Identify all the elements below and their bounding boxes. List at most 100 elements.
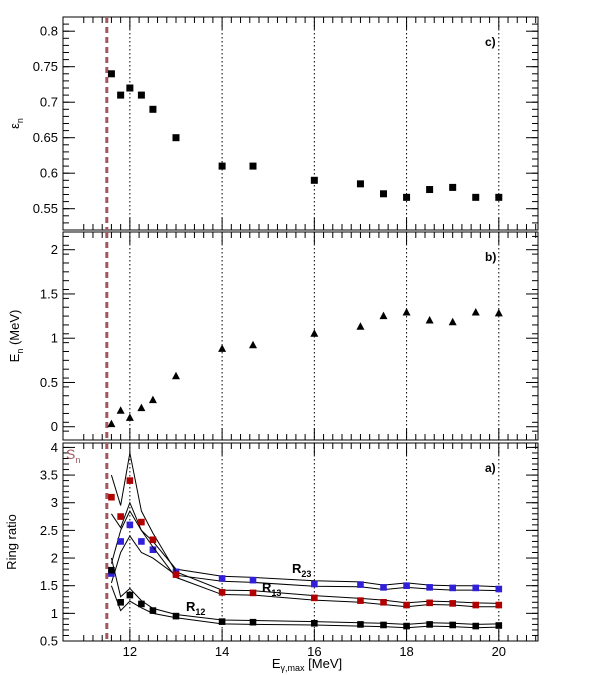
series-point xyxy=(117,513,124,520)
series-point xyxy=(138,538,145,545)
x-axis-label: Eγ,max [MeV] xyxy=(272,656,342,673)
series-point xyxy=(218,575,226,582)
y-tick-label: 4 xyxy=(51,440,58,455)
y-tick-label: 0.75 xyxy=(33,59,58,74)
x-tick-label: 12 xyxy=(123,644,137,659)
data-point-square xyxy=(356,180,364,188)
panel-frame-1 xyxy=(62,231,539,441)
series-label-main: R xyxy=(262,580,272,595)
data-point-triangle xyxy=(107,419,116,428)
y-axis-label: En (MeV) xyxy=(7,310,25,363)
x-axis-label-sub: γ,max xyxy=(281,663,306,673)
data-point-square xyxy=(472,193,480,201)
y-tick-label: 2 xyxy=(51,551,58,566)
series-lower-band xyxy=(111,501,499,608)
y-tick-label: 0.65 xyxy=(33,130,58,145)
data-point-square xyxy=(495,193,503,201)
series-point xyxy=(138,518,145,526)
x-axis-label-unit: [MeV] xyxy=(305,656,343,671)
series-point xyxy=(249,576,257,584)
series-point xyxy=(403,582,410,589)
series-point xyxy=(357,581,364,588)
series-point xyxy=(472,622,480,630)
y-tick-label: 3 xyxy=(51,495,58,510)
x-axis-label-main: E xyxy=(272,656,281,671)
y-tick-label: 2 xyxy=(51,242,58,257)
y-axis-label: εn xyxy=(7,118,25,129)
series-point xyxy=(403,622,410,630)
series-point xyxy=(449,600,456,607)
y-tick-label: 0.5 xyxy=(40,375,58,390)
series-point xyxy=(149,536,157,544)
data-point-square xyxy=(403,193,411,201)
sn-label-sub: n xyxy=(75,455,80,465)
series-point xyxy=(149,546,157,554)
data-point-square xyxy=(310,176,318,184)
y-axis-label-main: Ring ratio xyxy=(4,514,19,570)
series-point xyxy=(449,621,456,629)
sn-label-main: S xyxy=(66,446,75,462)
series-point xyxy=(108,570,115,577)
series-label: R23 xyxy=(292,561,311,579)
series-point xyxy=(218,589,226,596)
y-tick-label: 0.8 xyxy=(40,24,58,39)
series-point xyxy=(138,600,145,608)
data-point-triangle xyxy=(148,395,157,404)
panel-frame-0 xyxy=(62,16,539,231)
panel-label: c) xyxy=(485,35,496,49)
x-tick-label: 14 xyxy=(215,644,229,659)
series-point xyxy=(357,621,364,628)
series-point xyxy=(172,612,180,620)
y-axis-label-main: ε xyxy=(7,123,22,129)
series-upper-band xyxy=(110,452,499,604)
data-point-square xyxy=(107,70,115,78)
y-axis-label-sub: n xyxy=(15,349,25,354)
panel-frame-2 xyxy=(62,442,539,642)
data-point-triangle xyxy=(249,340,257,349)
series-point xyxy=(380,598,387,606)
series-label-sub: 13 xyxy=(271,588,281,598)
data-point-triangle xyxy=(125,413,134,421)
series-point xyxy=(472,601,480,609)
data-point-triangle xyxy=(116,406,125,414)
series-point xyxy=(495,585,503,593)
series-label-main: R xyxy=(292,561,302,576)
y-tick-label: 1 xyxy=(51,331,58,346)
series-point xyxy=(126,477,134,484)
series-point xyxy=(426,584,433,591)
data-point-triangle xyxy=(171,371,180,380)
series-point xyxy=(311,580,318,588)
series-point xyxy=(380,621,387,629)
y-axis-label: Ring ratio xyxy=(4,514,19,570)
series-point xyxy=(495,622,503,629)
y-tick-label: 0.7 xyxy=(40,95,58,110)
series-point xyxy=(426,599,433,607)
series-point xyxy=(126,521,134,529)
data-point-square xyxy=(449,183,457,191)
series-point xyxy=(426,621,433,628)
data-point-triangle xyxy=(356,322,365,330)
data-point-square xyxy=(426,186,434,194)
y-tick-label: 0 xyxy=(51,419,58,434)
x-tick-label: 20 xyxy=(492,644,506,659)
data-point-square xyxy=(137,91,145,99)
series-point xyxy=(108,493,115,501)
y-axis-label-unit: (MeV) xyxy=(7,310,22,349)
data-point-square xyxy=(249,162,257,170)
series-point xyxy=(117,538,124,545)
y-tick-label: 0.55 xyxy=(33,201,58,216)
series-label: R13 xyxy=(262,580,281,598)
series-point xyxy=(403,601,410,609)
data-point-triangle xyxy=(137,403,146,412)
data-point-square xyxy=(149,105,157,113)
series-point xyxy=(449,584,456,592)
panel-label: b) xyxy=(485,250,496,264)
data-point-square xyxy=(117,91,125,99)
y-tick-label: 0.5 xyxy=(40,634,58,649)
series-label: R12 xyxy=(186,599,205,617)
series-lower-band xyxy=(110,585,499,629)
data-point-triangle xyxy=(218,344,227,352)
series-point xyxy=(149,607,157,614)
x-tick-label: 18 xyxy=(399,644,413,659)
series-label-main: R xyxy=(186,599,196,614)
